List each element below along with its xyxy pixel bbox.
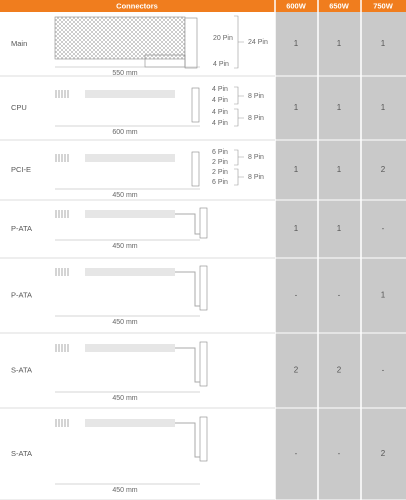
cable-length: 450 mm xyxy=(112,319,137,326)
connector-label: P-ATA xyxy=(11,290,32,299)
bracket xyxy=(234,149,244,166)
cell-value: - xyxy=(338,449,341,458)
bracket-label: 8 Pin xyxy=(248,174,264,181)
pin-label: 4 Pin xyxy=(212,86,228,93)
cell-value: 1 xyxy=(337,103,342,112)
cell-value: 1 xyxy=(294,103,299,112)
pin-label: 6 Pin xyxy=(212,149,228,156)
cell-value: 1 xyxy=(294,224,299,233)
wire-bend xyxy=(175,422,200,458)
cell-value: 2 xyxy=(337,366,342,375)
connector xyxy=(199,265,208,311)
cable-length: 450 mm xyxy=(112,192,137,199)
wire-bend xyxy=(175,347,200,383)
connector-label: S-ATA xyxy=(11,365,32,374)
connector xyxy=(191,151,200,187)
pin-label: 6 Pin xyxy=(212,179,228,186)
bracket xyxy=(234,86,244,105)
pin-label: 4 Pin xyxy=(212,97,228,104)
header-bar xyxy=(0,0,406,12)
bracket xyxy=(234,168,244,186)
pin-label: 4 Pin xyxy=(212,109,228,116)
value-columns xyxy=(275,12,406,500)
cell-value: 1 xyxy=(381,39,386,48)
cell-value: 1 xyxy=(337,165,342,174)
cell-value: 1 xyxy=(294,39,299,48)
connector xyxy=(184,17,198,69)
pin-label: 4 Pin xyxy=(213,61,229,68)
connector xyxy=(199,416,208,462)
column-header: Connectors xyxy=(116,1,158,10)
connector-label: CPU xyxy=(11,103,27,112)
cable-length: 550 mm xyxy=(112,70,137,77)
cell-value: 2 xyxy=(381,449,386,458)
cell-value: 1 xyxy=(381,291,386,300)
connector xyxy=(199,207,208,239)
cable-length: 450 mm xyxy=(112,395,137,402)
bracket-label: 24 Pin xyxy=(248,39,268,46)
cell-value: - xyxy=(382,224,385,233)
connector-label: Main xyxy=(11,39,27,48)
connector-label: PCI-E xyxy=(11,165,31,174)
connector-label: P-ATA xyxy=(11,224,32,233)
cable-length: 600 mm xyxy=(112,129,137,136)
cable-length: 450 mm xyxy=(112,243,137,250)
wire-bend xyxy=(175,271,200,307)
column-header: 750W xyxy=(373,1,394,10)
cell-value: 1 xyxy=(381,103,386,112)
connector-label: S-ATA xyxy=(11,449,32,458)
cell-value: - xyxy=(295,449,298,458)
bracket xyxy=(234,15,244,69)
pin-label: 4 Pin xyxy=(212,120,228,127)
pin-label: 2 Pin xyxy=(212,169,228,176)
cell-value: 2 xyxy=(381,165,386,174)
bracket xyxy=(234,108,244,127)
cable-length: 450 mm xyxy=(112,487,137,494)
cell-value: - xyxy=(382,366,385,375)
pin-label: 2 Pin xyxy=(212,159,228,166)
cell-value: - xyxy=(295,291,298,300)
cell-value: - xyxy=(338,291,341,300)
bracket-label: 8 Pin xyxy=(248,154,264,161)
column-header: 650W xyxy=(329,1,350,10)
bracket-label: 8 Pin xyxy=(248,115,264,122)
wire-bend xyxy=(175,213,200,235)
bracket-label: 8 Pin xyxy=(248,93,264,100)
cable-bundle xyxy=(54,16,186,60)
connector xyxy=(199,341,208,387)
cell-value: 1 xyxy=(294,165,299,174)
cell-value: 2 xyxy=(294,366,299,375)
column-header: 600W xyxy=(286,1,307,10)
cell-value: 1 xyxy=(337,224,342,233)
connector xyxy=(191,87,200,123)
cell-value: 1 xyxy=(337,39,342,48)
pin-label: 20 Pin xyxy=(213,35,233,42)
